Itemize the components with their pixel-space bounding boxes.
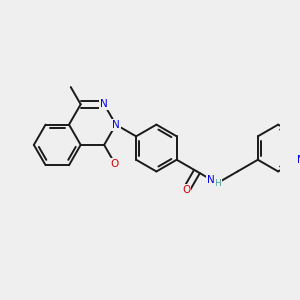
Text: O: O — [182, 185, 190, 195]
Text: H: H — [214, 179, 220, 188]
Text: N: N — [100, 99, 108, 109]
Text: N: N — [112, 120, 120, 130]
Text: O: O — [111, 159, 119, 169]
Text: N: N — [297, 155, 300, 165]
Text: N: N — [207, 176, 215, 185]
